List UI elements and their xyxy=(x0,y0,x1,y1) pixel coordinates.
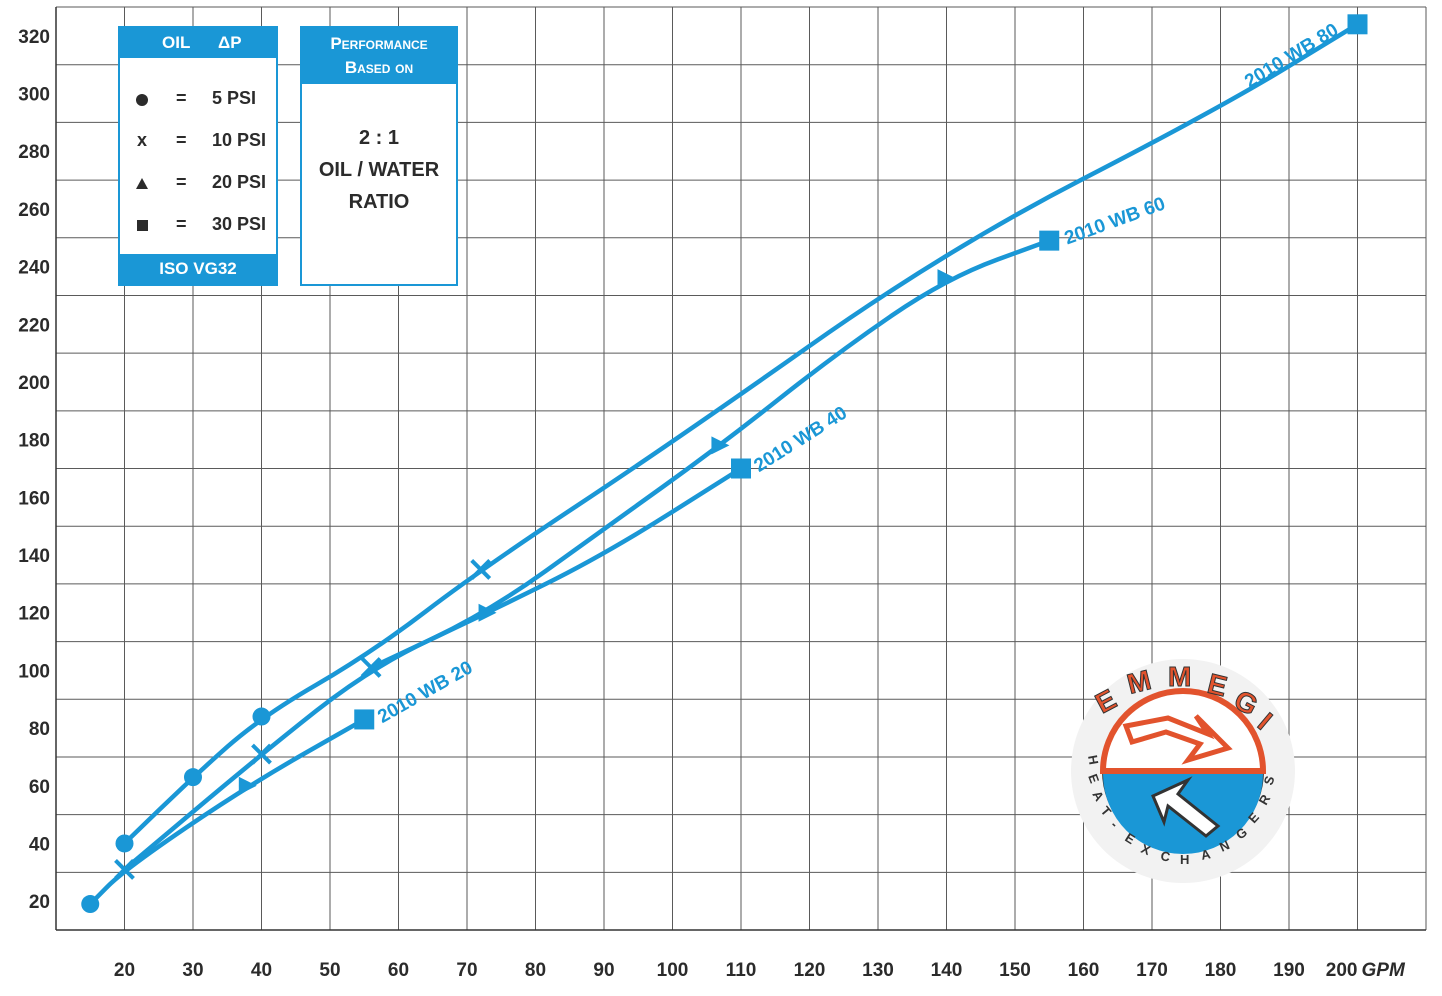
performance-ratio: 2 : 1 xyxy=(358,127,400,149)
point-x xyxy=(114,859,135,880)
series-line xyxy=(122,22,1360,846)
x-tick-label: 140 xyxy=(931,960,963,981)
legend-col-oil: OIL xyxy=(162,33,191,52)
svg-text:M: M xyxy=(1168,661,1191,692)
x-tick-label: 80 xyxy=(525,960,546,981)
x-tick-label: 60 xyxy=(388,960,409,981)
point-square xyxy=(1039,230,1060,251)
x-tick-label: 120 xyxy=(794,960,826,981)
emmegi-logo: E M M E G I H E A T - E X C H A N G E R … xyxy=(1071,659,1295,883)
point-square xyxy=(1347,14,1368,35)
point-x xyxy=(251,743,272,765)
legend-value-5psi: 5 PSI xyxy=(212,88,257,108)
performance-title-line1: Performance xyxy=(330,34,428,53)
x-marker-icon: x xyxy=(136,130,147,150)
legend-row-30psi: = 30 PSI xyxy=(132,214,272,238)
y-tick-label: 40 xyxy=(29,834,50,855)
point-circle xyxy=(115,834,134,853)
legend-row-5psi: = 5 PSI xyxy=(132,88,272,112)
performance-oil-water: OIL / WATER xyxy=(318,159,440,181)
point-triangle xyxy=(937,269,956,288)
legend-box: OIL ΔP = 5 PSI x = 10 PSI = 20 PSI = 30 … xyxy=(118,26,278,286)
legend-row-10psi: x = 10 PSI xyxy=(132,130,272,154)
x-tick-label: 110 xyxy=(726,960,757,981)
y-tick-label: 160 xyxy=(18,488,50,509)
curve-label: 2010 WB 80 xyxy=(1241,20,1342,93)
y-tick-label: 180 xyxy=(18,431,50,452)
y-tick-label: 20 xyxy=(29,892,50,913)
x-tick-label: 200 xyxy=(1326,960,1358,981)
point-circle xyxy=(81,895,100,914)
point-triangle xyxy=(711,436,730,455)
y-tick-label: 280 xyxy=(18,142,50,163)
y-tick-label: 260 xyxy=(18,200,50,221)
legend-equals: = xyxy=(176,172,187,192)
y-tick-label: 300 xyxy=(18,85,50,106)
point-circle xyxy=(252,707,271,726)
y-tick-label: 220 xyxy=(18,315,50,336)
svg-text:H: H xyxy=(1085,754,1101,766)
legend-equals: = xyxy=(176,214,187,234)
svg-text:C: C xyxy=(1159,848,1171,865)
x-tick-label: 70 xyxy=(456,960,477,981)
point-triangle xyxy=(478,603,497,622)
x-tick-label: 50 xyxy=(319,960,340,981)
x-tick-label: 150 xyxy=(999,960,1031,981)
triangle-marker-icon xyxy=(132,172,152,194)
legend-value-30psi: 30 PSI xyxy=(212,214,267,234)
point-x xyxy=(470,559,492,580)
point-triangle xyxy=(238,776,257,795)
svg-text:H: H xyxy=(1180,852,1189,867)
x-tick-label: 100 xyxy=(657,960,689,981)
x-tick-label: 40 xyxy=(251,960,272,981)
chart-axes: 20 30 40 50 60 70 80 90 100 110 120 130 140 150 160 170… xyxy=(18,7,1426,981)
x-tick-label: 190 xyxy=(1273,960,1305,981)
chart-markers xyxy=(81,14,1368,914)
x-tick-label: 20 xyxy=(114,960,135,981)
legend-col-dp: ΔP xyxy=(218,33,242,52)
y-tick-label: 140 xyxy=(18,546,50,567)
x-tick-label: 180 xyxy=(1205,960,1237,981)
x-tick-label: 160 xyxy=(1068,960,1100,981)
point-square xyxy=(731,458,751,479)
x-axis-label: GPM xyxy=(1362,960,1406,981)
legend-value-10psi: 10 PSI xyxy=(212,130,267,150)
curve-label: 2010 WB 40 xyxy=(750,403,851,477)
curve-label: 2010 WB 20 xyxy=(374,657,476,728)
y-tick-label: 80 xyxy=(29,719,50,740)
y-tick-label: 100 xyxy=(18,661,50,682)
y-tick-label: 120 xyxy=(18,604,50,625)
performance-header: Performance Based on xyxy=(302,28,456,84)
square-marker-icon xyxy=(132,214,152,236)
performance-title-line2: Based on xyxy=(344,58,414,77)
y-tick-label: 320 xyxy=(18,27,50,48)
performance-body: 2 : 1 OIL / WATER RATIO xyxy=(302,122,456,218)
x-tick-label: 130 xyxy=(862,960,894,981)
performance-ratio-label: RATIO xyxy=(348,191,410,213)
legend-value-20psi: 20 PSI xyxy=(212,172,267,192)
circle-marker-icon xyxy=(132,88,152,111)
point-square xyxy=(354,709,375,730)
series-line xyxy=(368,238,1052,670)
chart-series xyxy=(88,22,1360,907)
x-tick-label: 30 xyxy=(182,960,203,981)
legend-header: OIL ΔP xyxy=(120,28,276,58)
point-x xyxy=(360,657,382,678)
y-tick-label: 60 xyxy=(29,777,50,798)
x-tick-label: 90 xyxy=(593,960,614,981)
x-tick-label: 170 xyxy=(1136,960,1168,981)
series-line xyxy=(122,466,744,872)
y-tick-label: 240 xyxy=(18,258,50,279)
legend-equals: = xyxy=(176,130,187,150)
svg-text:A: A xyxy=(1200,846,1213,863)
legend-row-20psi: = 20 PSI xyxy=(132,172,272,196)
legend-equals: = xyxy=(176,88,187,108)
legend-footer: ISO VG32 xyxy=(120,254,276,284)
y-tick-label: 200 xyxy=(18,373,50,394)
performance-box: Performance Based on 2 : 1 OIL / WATER R… xyxy=(300,26,458,286)
series-line xyxy=(88,717,367,907)
point-circle xyxy=(184,768,202,787)
